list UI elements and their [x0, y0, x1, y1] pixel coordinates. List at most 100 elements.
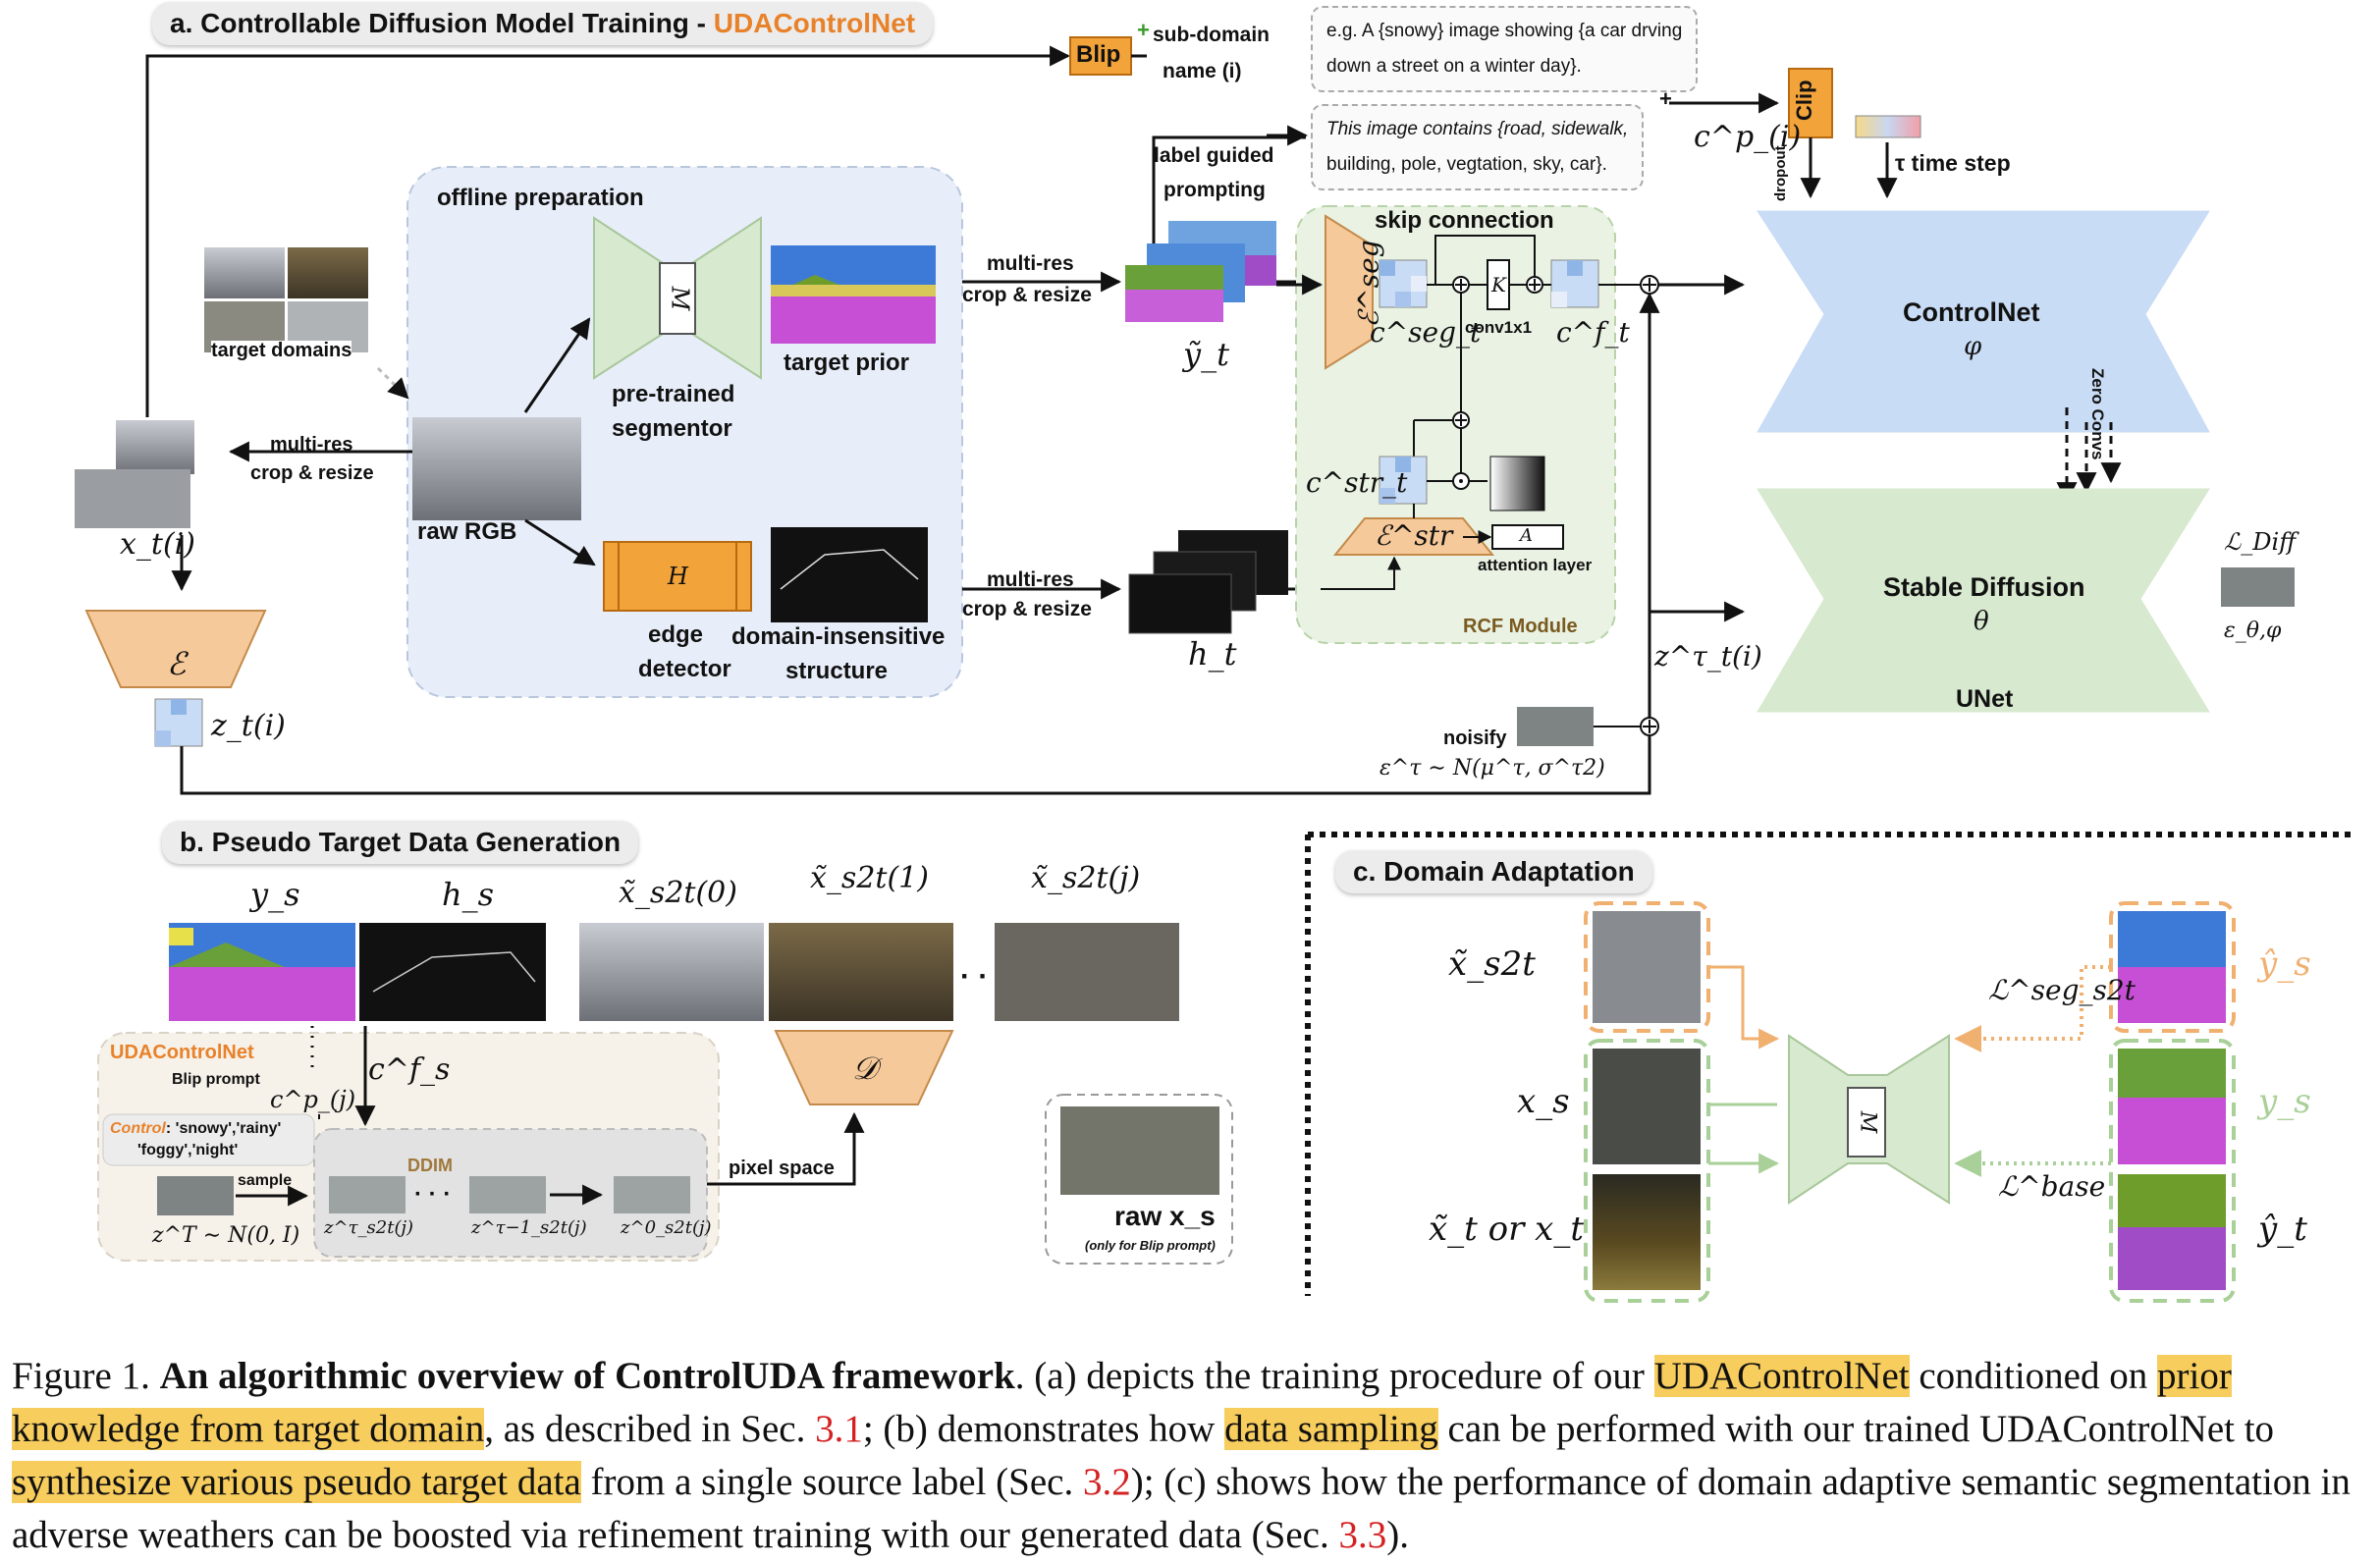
caption-hl3: data sampling — [1224, 1408, 1438, 1450]
multires-top-2: crop & resize — [962, 284, 1092, 306]
z-tau-label: z^τ_t(i) — [1654, 640, 1762, 673]
raw-xs-note: (only for Blip prompt) — [1085, 1238, 1216, 1253]
y-hat-t-label: ŷ_t — [2258, 1210, 2307, 1249]
panel-c-header: c. Domain Adaptation — [1335, 850, 1652, 893]
caption-hl1: UDAControlNet — [1653, 1355, 1910, 1397]
control-label: Control — [110, 1120, 166, 1137]
raw-xs-image — [1060, 1106, 1219, 1195]
ys-label-map — [169, 923, 355, 1021]
noise-dist-label: ε^τ ∼ N(μ^τ, σ^τ2) — [1379, 756, 1605, 781]
panel-a-header: a. Controllable Diffusion Model Training… — [152, 2, 934, 45]
h-t-label: h_t — [1188, 635, 1237, 673]
raw-rgb-label: raw RGB — [417, 518, 517, 545]
l-seg-label: ℒ^seg_s2t — [1988, 974, 2136, 1006]
panel-b-header: b. Pseudo Target Data Generation — [162, 821, 639, 864]
ys-label: y_s — [250, 876, 300, 913]
unet-shape — [1757, 488, 2210, 713]
noisify-label: noisify — [1443, 727, 1507, 749]
timestep-bar — [1855, 115, 1921, 138]
caption-ref1[interactable]: 3.1 — [815, 1408, 863, 1450]
skip-connection-label: skip connection — [1375, 207, 1554, 234]
generated-image-j — [995, 923, 1179, 1021]
sample-label: sample — [238, 1172, 293, 1189]
phi-label: φ — [1964, 332, 1982, 361]
caption-ref3[interactable]: 3.3 — [1338, 1514, 1387, 1556]
xj-label: x̃_s2t(j) — [1031, 861, 1141, 895]
conv1x1-label: conv1x1 — [1465, 318, 1533, 337]
offline-prep-label: offline preparation — [437, 185, 644, 211]
label-guided-2: prompting — [1163, 179, 1266, 201]
target-prior-image — [771, 245, 936, 344]
edge-H-label: H — [668, 563, 688, 590]
figure-caption: Figure 1. An algorithmic overview of Con… — [12, 1350, 2368, 1562]
x0-label: x̃_s2t(0) — [619, 876, 737, 910]
zT-label: z^T ∼ N(0, I) — [152, 1223, 300, 1248]
panel-a-header-prefix: a. Controllable Diffusion Model Training… — [170, 8, 714, 38]
caption-title: An algorithmic overview of ControlUDA fr… — [159, 1355, 1015, 1397]
generated-image-1 — [769, 923, 953, 1021]
zero-convs-label: Zero Convs — [2088, 368, 2107, 460]
eseg-shape — [1325, 214, 1374, 370]
subdomain-label-2: name (i) — [1163, 60, 1242, 82]
x-ti-image — [116, 420, 194, 474]
eps-label: ε_θ,φ — [2224, 619, 2282, 643]
multires-bot-1: multi-res — [987, 568, 1074, 591]
prompt-box-1: e.g. A {snowy} image showing {a car drvi… — [1311, 6, 1699, 93]
domain-ins-2: structure — [785, 658, 889, 684]
caption-s4: ; (b) demonstrates how — [862, 1408, 1225, 1450]
zT-noise — [157, 1176, 234, 1215]
l-diff-label: ℒ_Diff — [2224, 528, 2297, 556]
ddim-dots: · · · — [414, 1181, 452, 1208]
theta-label: θ — [1974, 607, 1989, 636]
attention-layer-box — [1491, 524, 1564, 550]
edge-2: detector — [638, 656, 731, 682]
control-values-1: : 'snowy','rainy' — [165, 1120, 282, 1137]
z-tau-1-label: z^τ−1_s2t(j) — [471, 1217, 587, 1238]
blip-label: Blip — [1076, 41, 1121, 68]
multires-left-2: crop & resize — [250, 462, 374, 484]
prompt-box-1-line2: down a street on a winter day}. — [1326, 56, 1582, 78]
csf-label: c^f_s — [368, 1052, 451, 1087]
panel-a-header-accent: UDAControlNet — [713, 8, 916, 38]
caption-ref2[interactable]: 3.2 — [1082, 1461, 1131, 1503]
control-values: Control: 'snowy','rainy' — [110, 1121, 281, 1137]
unet-label: UNet — [1956, 685, 2014, 713]
edge-1: edge — [648, 621, 704, 648]
cp-label: c^p_(i) — [1694, 120, 1802, 154]
raw-rgb-image — [412, 417, 581, 520]
eseg-label: ℰ^seg — [1352, 240, 1385, 328]
caption-s2: conditioned on — [1909, 1355, 2157, 1397]
hs-structure — [359, 923, 546, 1021]
x1-label: x̃_s2t(1) — [810, 861, 929, 895]
prompt-box-2-line1: This image contains {road, sidewalk, — [1326, 119, 1629, 139]
seg-M-label: M — [666, 286, 694, 311]
control-chip — [102, 1113, 315, 1166]
ddim-label: DDIM — [407, 1156, 453, 1175]
y-t-label: ỹ_t — [1183, 336, 1229, 373]
prompt-box-1-line1: e.g. A {snowy} image showing {a car drvi… — [1326, 21, 1683, 41]
caption-hl4: synthesize various pseudo target data — [12, 1461, 581, 1503]
cstr-label: c^str_t — [1306, 466, 1408, 499]
z-tau-b-label: z^τ_s2t(j) — [324, 1217, 414, 1238]
prompt-box-2: This image contains {road, sidewalk, bui… — [1311, 104, 1645, 191]
encoder-E-label: ℰ — [167, 645, 187, 682]
clip-label: Clip — [1792, 80, 1816, 121]
cstr-grid — [1379, 456, 1428, 505]
caption-s7: ); (c) shows how the performance of doma… — [12, 1461, 2351, 1556]
cf-label: c^f_t — [1556, 316, 1630, 349]
decoder-D-label: 𝒟 — [852, 1050, 878, 1087]
multires-top-1: multi-res — [987, 252, 1074, 275]
y-t-seg-images — [1125, 221, 1276, 322]
caption-s8: ). — [1386, 1514, 1409, 1556]
y-hat-s-label: ŷ_s — [2258, 944, 2311, 984]
caption-s1: . (a) depicts the training procedure of … — [1014, 1355, 1654, 1397]
h-t-images — [1128, 530, 1288, 634]
xs2t-label: x̃_s2t — [1448, 944, 1536, 984]
seg-M-c-label: M — [1855, 1110, 1880, 1134]
udacontrolnet-label: UDAControlNet — [110, 1042, 254, 1063]
z-0-label: z^0_s2t(j) — [621, 1217, 712, 1238]
caption-s3: , as described in Sec. — [484, 1408, 816, 1450]
timestep-label: τ time step — [1895, 150, 2011, 176]
target-prior-label: target prior — [784, 350, 910, 376]
target-domain-images — [204, 247, 368, 352]
